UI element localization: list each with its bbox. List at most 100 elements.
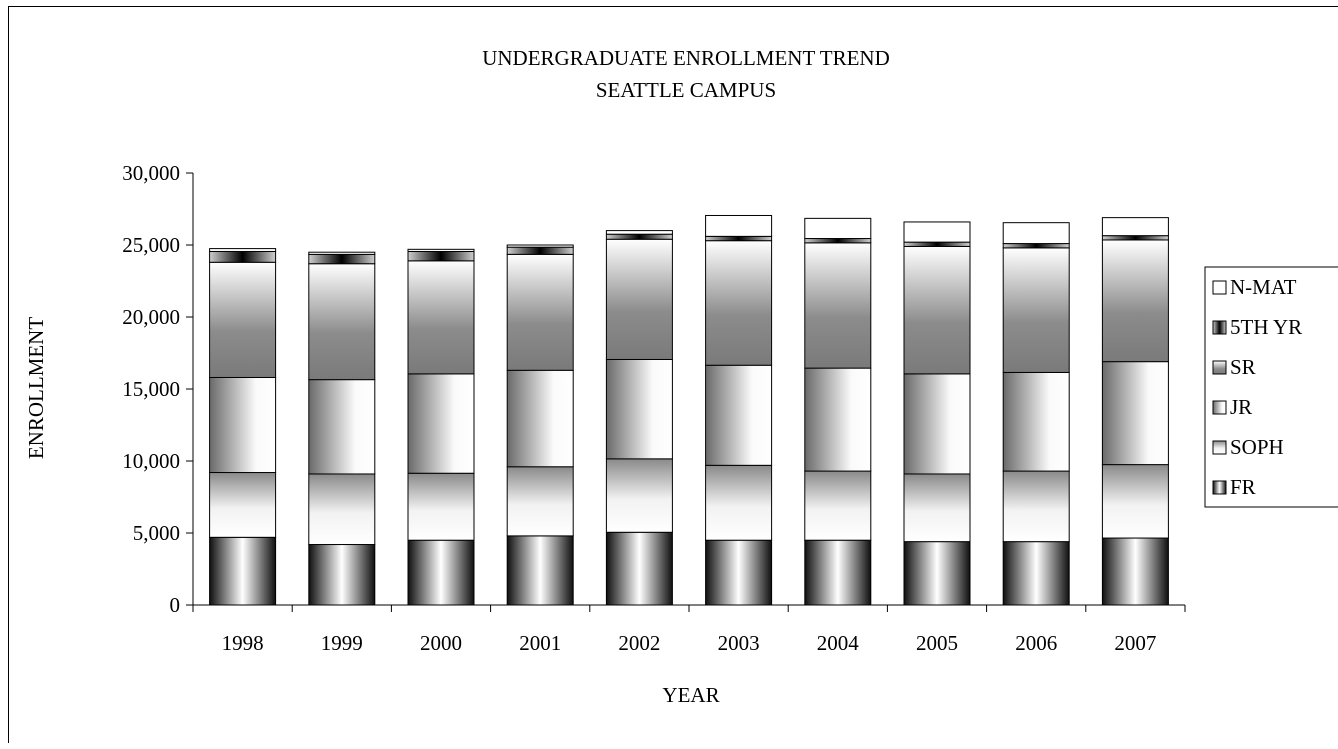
bar-n-mat-2001	[507, 245, 573, 247]
bar-jr-1999	[309, 380, 375, 474]
bar-5th-yr-2000	[408, 251, 474, 260]
legend-label-sr: SR	[1230, 355, 1256, 379]
legend-swatch-5th-yr	[1213, 321, 1226, 334]
bar-n-mat-2005	[904, 222, 970, 242]
bar-sr-2002	[606, 239, 672, 359]
bar-n-mat-1998	[210, 249, 276, 252]
legend-swatch-n-mat	[1213, 281, 1226, 294]
bar-sr-2004	[805, 243, 871, 368]
bar-n-mat-2002	[606, 231, 672, 235]
x-tick-label: 2003	[718, 631, 760, 655]
legend-label-n-mat: N-MAT	[1230, 275, 1297, 299]
bar-soph-2004	[805, 471, 871, 540]
bar-stack-2000	[408, 249, 474, 605]
legend-swatch-soph	[1213, 441, 1226, 454]
bar-fr-2003	[706, 540, 772, 605]
legend-box	[1205, 267, 1338, 507]
bar-fr-2005	[904, 542, 970, 605]
x-axis-label: YEAR	[662, 683, 719, 707]
bar-sr-2006	[1003, 248, 1069, 373]
x-tick-label: 1999	[321, 631, 363, 655]
bar-stack-2004	[805, 218, 871, 605]
bar-stack-2005	[904, 222, 970, 605]
bar-soph-2002	[606, 459, 672, 532]
legend-swatch-sr	[1213, 361, 1226, 374]
bar-jr-2003	[706, 365, 772, 465]
x-tick-label: 2006	[1015, 631, 1057, 655]
y-tick-label: 5,000	[133, 521, 180, 545]
bar-stack-2002	[606, 231, 672, 605]
bar-jr-1998	[210, 377, 276, 472]
bar-n-mat-2006	[1003, 223, 1069, 244]
bar-n-mat-2000	[408, 249, 474, 251]
x-tick-label: 2000	[420, 631, 462, 655]
legend-swatch-jr	[1213, 401, 1226, 414]
y-tick-label: 10,000	[122, 449, 180, 473]
y-tick-label: 25,000	[122, 233, 180, 257]
bar-n-mat-1999	[309, 252, 375, 254]
bar-fr-2006	[1003, 542, 1069, 605]
bar-soph-2006	[1003, 471, 1069, 542]
bar-sr-2007	[1102, 240, 1168, 362]
chart-frame: UNDERGRADUATE ENROLLMENT TREND SEATTLE C…	[8, 6, 1338, 743]
bar-soph-2000	[408, 473, 474, 540]
bar-fr-2000	[408, 540, 474, 605]
bar-jr-2004	[805, 368, 871, 471]
legend: N-MAT 5TH YR SR JR SOPH FR	[1205, 267, 1338, 507]
bar-jr-2000	[408, 374, 474, 473]
bar-5th-yr-2004	[805, 239, 871, 243]
bar-fr-2007	[1102, 538, 1168, 605]
bar-sr-2005	[904, 246, 970, 373]
y-tick-label: 20,000	[122, 305, 180, 329]
bar-sr-2000	[408, 261, 474, 374]
y-axis-label: ENROLLMENT	[24, 317, 48, 459]
chart-subtitle: SEATTLE CAMPUS	[596, 78, 776, 102]
bar-stack-1999	[309, 252, 375, 605]
bar-n-mat-2007	[1102, 218, 1168, 236]
bar-fr-2002	[606, 532, 672, 605]
bar-sr-1998	[210, 262, 276, 377]
legend-label-5th-yr: 5TH YR	[1230, 315, 1302, 339]
bar-sr-1999	[309, 264, 375, 380]
bar-5th-yr-2007	[1102, 236, 1168, 240]
bar-5th-yr-2003	[706, 236, 772, 240]
chart-title: UNDERGRADUATE ENROLLMENT TREND	[482, 46, 890, 70]
bar-5th-yr-2001	[507, 247, 573, 254]
bar-5th-yr-2005	[904, 242, 970, 246]
bar-fr-1999	[309, 545, 375, 605]
y-tick-label: 15,000	[122, 377, 180, 401]
x-tick-label: 2007	[1114, 631, 1156, 655]
bar-jr-2001	[507, 370, 573, 466]
bar-jr-2007	[1102, 362, 1168, 465]
x-tick-label: 2001	[519, 631, 561, 655]
bar-soph-2005	[904, 474, 970, 542]
legend-label-jr: JR	[1230, 395, 1252, 419]
bar-soph-2003	[706, 465, 772, 540]
legend-label-soph: SOPH	[1230, 435, 1284, 459]
x-tick-label: 2004	[817, 631, 860, 655]
bar-n-mat-2003	[706, 215, 772, 236]
bar-fr-2001	[507, 536, 573, 605]
x-tick-label: 1998	[222, 631, 264, 655]
bar-stack-1998	[210, 249, 276, 605]
legend-label-fr: FR	[1230, 475, 1256, 499]
enrollment-chart: UNDERGRADUATE ENROLLMENT TREND SEATTLE C…	[9, 7, 1338, 744]
y-tick-label: 30,000	[122, 161, 180, 185]
bar-n-mat-2004	[805, 218, 871, 238]
bar-5th-yr-1998	[210, 251, 276, 262]
plot-area: 0 5,000 10,000 15,000 20,000 25,000 30,000 1998…	[122, 161, 1185, 655]
bar-stack-2006	[1003, 223, 1069, 605]
bar-fr-2004	[805, 540, 871, 605]
bar-sr-2003	[706, 241, 772, 366]
bar-5th-yr-2002	[606, 234, 672, 239]
bar-soph-1998	[210, 473, 276, 538]
bar-stack-2003	[706, 215, 772, 605]
bar-stack-2007	[1102, 218, 1168, 605]
x-tick-label: 2002	[618, 631, 660, 655]
bar-jr-2002	[606, 359, 672, 458]
bar-soph-2007	[1102, 465, 1168, 538]
bar-jr-2006	[1003, 372, 1069, 471]
bar-soph-1999	[309, 474, 375, 545]
bar-5th-yr-1999	[309, 254, 375, 263]
bar-jr-2005	[904, 374, 970, 474]
